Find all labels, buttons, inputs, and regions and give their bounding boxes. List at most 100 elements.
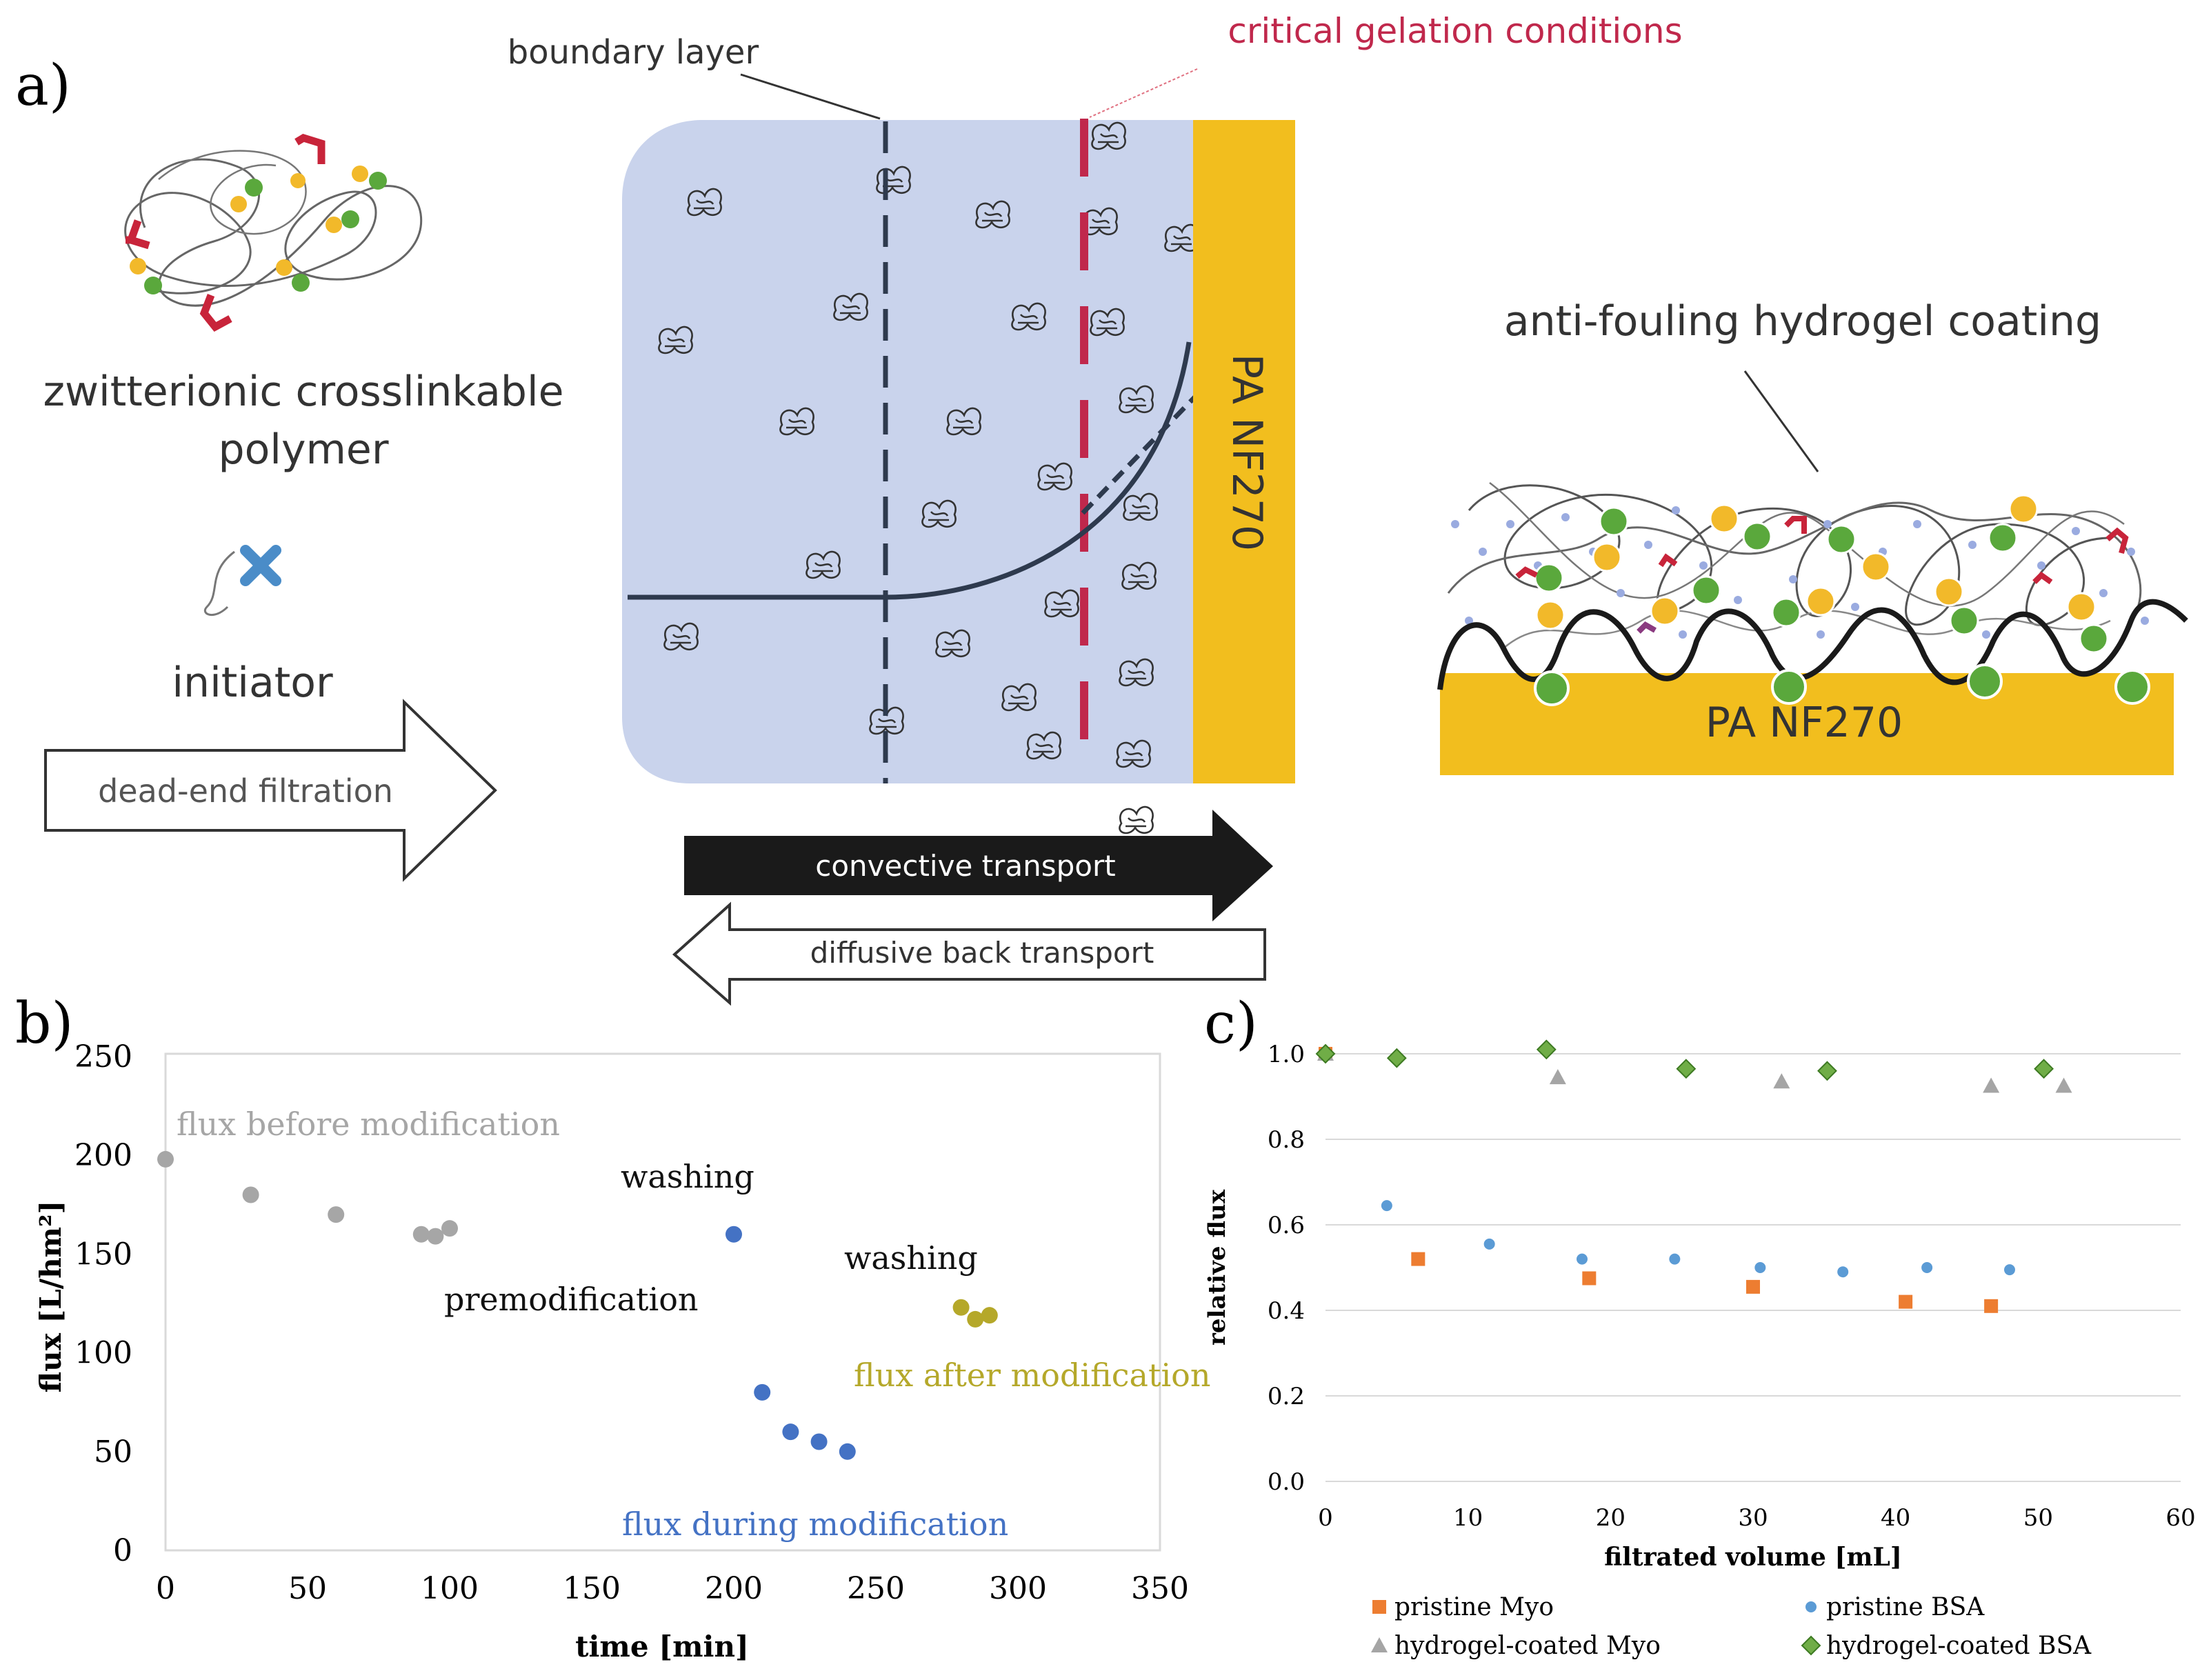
annotation-premodification: premodification (444, 1281, 699, 1318)
annotation-during: flux during modification (622, 1506, 1008, 1543)
chart-b-point (157, 1150, 174, 1168)
chart-b-point (726, 1226, 742, 1243)
chart-c-point (2055, 1077, 2072, 1093)
legend-label: pristine Myo (1394, 1593, 1554, 1621)
chart-b-xtick: 50 (288, 1571, 327, 1606)
chart-c-plot: 0.0 0.2 0.4 0.6 0.8 1.0 0 10 20 30 40 50 60 (1268, 1039, 2196, 1532)
boundary-layer-label: boundary layer (508, 33, 759, 72)
chart-b-xtick: 200 (705, 1571, 763, 1606)
chart-c-legend: pristine Myo pristine BSA hydrogel-coated … (1371, 1593, 2092, 1660)
annotation-washing-1: washing (621, 1158, 754, 1195)
chart-c-point (2034, 1059, 2054, 1079)
chart-b-point (981, 1307, 998, 1324)
chart-c-ytick: 0.8 (1268, 1126, 1305, 1154)
membrane-label: PA NF270 (1223, 354, 1271, 551)
legend-label: pristine BSA (1826, 1593, 1985, 1621)
chart-b-xtick: 350 (1131, 1571, 1189, 1606)
feed-region (622, 120, 1200, 783)
chart-c-point (1669, 1253, 1681, 1265)
critical-pointer (1089, 68, 1198, 118)
panel-c-label: c) (1204, 991, 1258, 1057)
chart-c-point (1837, 1266, 1849, 1278)
chart-b-plot: 0 50 100 150 200 250 0 50 100 150 200 250 300 350 (74, 1039, 1189, 1606)
chart-c-xlabel: filtrated volume [mL] (1604, 1543, 1902, 1572)
chart-c-point (1984, 1299, 1999, 1313)
chart-c-point (1899, 1294, 1913, 1309)
chart-b-xtick: 300 (989, 1571, 1047, 1606)
membrane (1193, 120, 1295, 783)
chart-c-ytick: 0.4 (1268, 1297, 1305, 1325)
chart-c-point (1381, 1200, 1392, 1212)
hydrogel-network (1447, 482, 2149, 654)
chart-b-point (441, 1220, 458, 1237)
chart-c-point (1315, 1043, 1336, 1064)
chart-c-xtick: 0 (1318, 1504, 1333, 1532)
legend-marker (1372, 1600, 1386, 1614)
annotation-before: flux before modification (177, 1106, 560, 1143)
chart-c-point (1746, 1279, 1760, 1294)
chart-c-xtick: 60 (2165, 1504, 2195, 1532)
chart-c-point (2004, 1264, 2015, 1276)
chart-c-point (1536, 1039, 1557, 1060)
chart-b-ytick: 50 (94, 1434, 132, 1470)
chart-b-xtick: 0 (156, 1571, 175, 1606)
chart-c-point (1582, 1271, 1597, 1286)
annotation-washing-2: washing (844, 1239, 978, 1277)
chart-c-point (1983, 1077, 2000, 1093)
chart-b-xtick: 250 (847, 1571, 905, 1606)
chart-c-point (1411, 1252, 1425, 1266)
legend-label: hydrogel-coated BSA (1826, 1632, 2092, 1660)
panel-a-label: a) (15, 53, 71, 119)
chart-c-ytick: 0.2 (1268, 1383, 1305, 1410)
chart-b-xtick: 150 (563, 1571, 621, 1606)
anchor-points (1534, 663, 2150, 706)
diffusive-arrow (672, 901, 1266, 1006)
chart-c-xtick: 10 (1453, 1504, 1483, 1532)
chart-c-ylabel: relative flux (1203, 1189, 1231, 1346)
chart-c-point (1773, 1073, 1790, 1089)
initiator-illustration (203, 545, 281, 617)
concentration-profile (628, 341, 1192, 600)
legend-marker (1371, 1637, 1388, 1652)
chart-b-ytick: 250 (74, 1039, 132, 1074)
initiator-label: initiator (172, 659, 333, 707)
chart-c-point (1483, 1238, 1495, 1250)
chart-b-point (412, 1226, 430, 1243)
dead-end-arrow (44, 699, 497, 882)
chart-b-point (427, 1228, 444, 1245)
chart-b-ytick: 200 (74, 1138, 132, 1173)
boundary-pointer (740, 73, 881, 120)
chart-c-ytick: 0.6 (1268, 1212, 1305, 1239)
polymer-label-line2: polymer (218, 426, 388, 474)
chart-b-point (754, 1383, 771, 1401)
chart-c-xtick: 20 (1596, 1504, 1625, 1532)
panel-a: a) zwitterionic crosslinkable polymer (15, 11, 2188, 1006)
convective-arrow (684, 810, 1273, 921)
coating-pointer (1743, 370, 1819, 472)
chart-c-point (1754, 1262, 1766, 1273)
chart-b-point (328, 1206, 345, 1223)
chart-b-point (839, 1443, 856, 1460)
extrapolation-line (1081, 391, 1201, 515)
chart-c-xtick: 50 (2023, 1504, 2053, 1532)
chart-c-point (1676, 1059, 1697, 1079)
coating-label: anti-fouling hydrogel coating (1504, 297, 2101, 346)
chart-b-ytick: 150 (74, 1237, 132, 1272)
chart-c-point (1921, 1262, 1933, 1273)
chart-c-point (1577, 1253, 1588, 1265)
chart-c-xtick: 30 (1738, 1504, 1768, 1532)
panel-b-label: b) (15, 991, 73, 1057)
chart-b-point (810, 1433, 828, 1450)
chart-b-ytick: 100 (74, 1336, 132, 1371)
chart-c-xtick: 40 (1881, 1504, 1910, 1532)
chart-c-ytick: 0.0 (1268, 1468, 1305, 1496)
panel-c: c) 0.0 0.2 0.4 0.6 0.8 1.0 0 10 20 30 40 50 60 relat… (1203, 991, 2196, 1660)
chart-b-point (952, 1299, 970, 1316)
diffusive-label: diffusive back transport (810, 936, 1154, 970)
chart-c-point (1817, 1061, 1837, 1081)
chart-c-point (1386, 1048, 1407, 1068)
annotation-after: flux after modification (854, 1357, 1211, 1394)
legend-marker (1805, 1601, 1817, 1612)
chart-b-xlabel: time [min] (575, 1630, 749, 1663)
